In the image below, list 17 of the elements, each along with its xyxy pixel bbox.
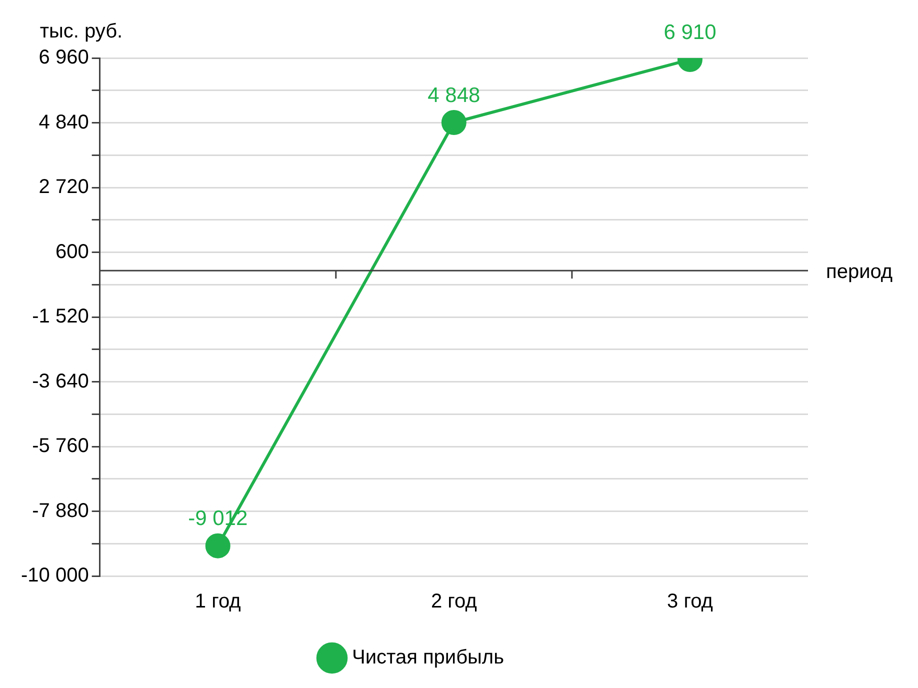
x-axis-title: период <box>826 261 893 284</box>
legend-label: Чистая прибыль <box>352 646 504 669</box>
y-tick-label: 6 960 <box>38 46 89 69</box>
y-tick-label: -1 520 <box>32 306 89 328</box>
data-label: 6 910 <box>664 20 716 44</box>
y-tick-label: 600 <box>55 240 89 263</box>
y-tick-label: -3 640 <box>32 370 89 392</box>
data-label: 4 848 <box>428 84 480 107</box>
y-tick-label: 2 720 <box>38 176 89 198</box>
y-tick-label: 4 840 <box>38 111 89 134</box>
x-tick-label: 2 год <box>430 590 478 613</box>
x-tick-label: 3 год <box>667 590 714 613</box>
y-axis-title: тыс. руб. <box>40 20 123 43</box>
x-tick-label: 1 год <box>194 590 242 613</box>
y-tick-label: -10 000 <box>20 564 89 587</box>
y-tick-label: -7 880 <box>32 500 89 522</box>
y-tick-label: -5 760 <box>32 435 89 458</box>
